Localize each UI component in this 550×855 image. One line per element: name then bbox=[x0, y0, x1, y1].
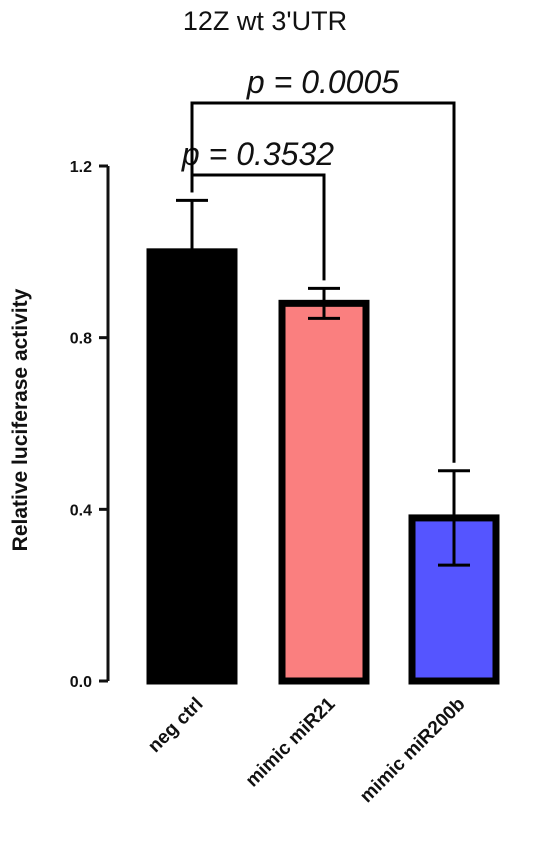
significance-bracket bbox=[190, 101, 456, 463]
chart-title: 12Z wt 3'UTR bbox=[183, 6, 347, 36]
error-bars bbox=[176, 198, 470, 567]
y-tick-label: 0.4 bbox=[70, 502, 92, 519]
x-axis-category-labels: neg ctrl mimic miR21 mimic miR200b bbox=[144, 693, 469, 807]
x-category-label: neg ctrl bbox=[144, 694, 207, 757]
bar-mimic-mir21 bbox=[278, 299, 370, 685]
y-axis-ticks: 0.0 0.4 0.8 1.2 bbox=[70, 159, 108, 691]
bar-neg-ctrl bbox=[146, 248, 238, 685]
bars bbox=[146, 248, 500, 685]
p-value-label: p = 0.0005 bbox=[246, 64, 399, 100]
p-value-label: p = 0.3532 bbox=[181, 136, 334, 172]
y-axis-label: Relative luciferase activity bbox=[9, 288, 32, 551]
y-tick-label: 0.0 bbox=[70, 674, 92, 691]
y-tick-label: 0.8 bbox=[70, 331, 92, 348]
x-category-label: mimic miR200b bbox=[356, 694, 469, 807]
y-tick-label: 1.2 bbox=[70, 159, 92, 176]
significance-brackets: p = 0.3532 p = 0.0005 bbox=[181, 64, 456, 463]
x-category-label: mimic miR21 bbox=[242, 693, 340, 791]
